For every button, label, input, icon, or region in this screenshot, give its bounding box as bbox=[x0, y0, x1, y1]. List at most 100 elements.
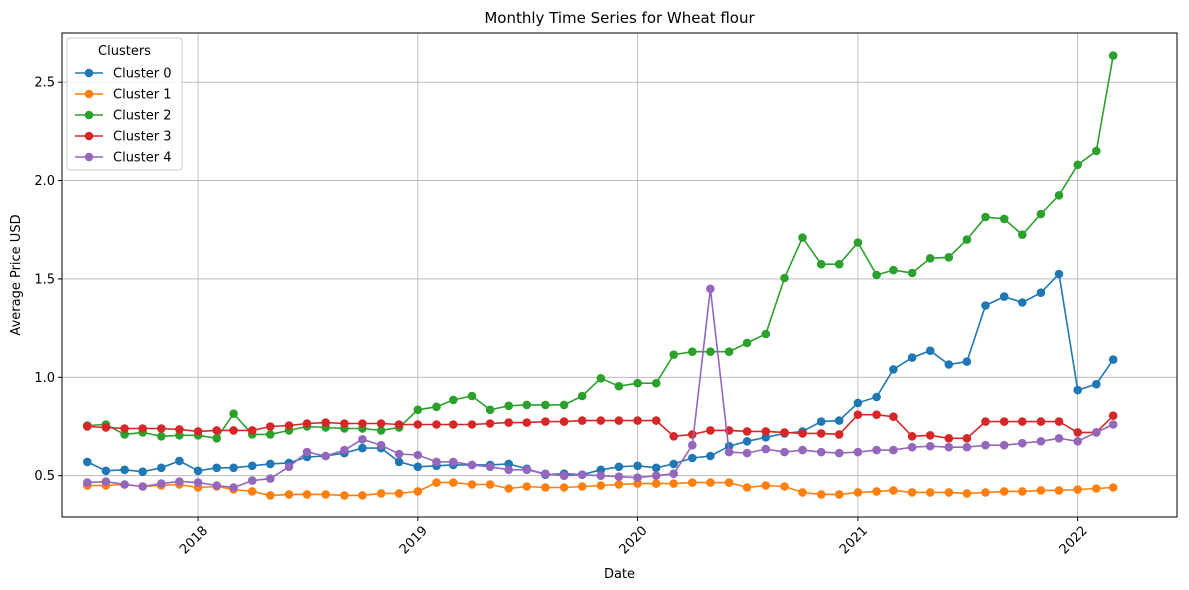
data-point bbox=[1073, 428, 1082, 437]
data-point bbox=[340, 445, 349, 455]
data-point bbox=[651, 471, 661, 481]
data-point bbox=[816, 490, 826, 499]
data-point bbox=[83, 457, 92, 467]
data-point bbox=[212, 434, 221, 443]
data-point bbox=[358, 435, 367, 444]
data-point bbox=[834, 430, 844, 439]
data-point bbox=[193, 466, 203, 476]
data-point bbox=[853, 398, 863, 408]
data-point bbox=[413, 405, 423, 415]
data-point bbox=[742, 338, 752, 348]
data-point bbox=[999, 214, 1009, 224]
data-point bbox=[449, 457, 458, 467]
data-point bbox=[798, 488, 807, 497]
data-point bbox=[742, 448, 752, 458]
data-point bbox=[247, 476, 257, 485]
data-point bbox=[633, 479, 642, 488]
data-point bbox=[925, 253, 935, 263]
data-point bbox=[559, 417, 569, 426]
legend-item: Cluster 4 bbox=[75, 151, 172, 166]
data-point bbox=[706, 347, 715, 357]
data-point bbox=[229, 463, 238, 473]
data-point bbox=[872, 445, 881, 455]
data-point bbox=[247, 461, 257, 471]
data-point bbox=[577, 482, 587, 491]
data-point bbox=[669, 432, 678, 441]
data-point bbox=[413, 420, 423, 429]
data-point bbox=[614, 416, 624, 425]
data-point bbox=[340, 491, 349, 500]
data-point bbox=[834, 416, 844, 425]
data-point bbox=[1018, 487, 1027, 496]
data-point bbox=[798, 445, 807, 455]
data-point bbox=[669, 479, 678, 488]
data-point bbox=[925, 346, 935, 356]
data-point bbox=[559, 483, 569, 492]
legend-label: Cluster 1 bbox=[113, 88, 172, 103]
data-point bbox=[1092, 379, 1101, 389]
data-point bbox=[1108, 355, 1118, 364]
data-point bbox=[432, 457, 441, 467]
data-point bbox=[1073, 437, 1082, 446]
data-point bbox=[962, 442, 972, 452]
data-point bbox=[944, 488, 954, 497]
data-point bbox=[467, 420, 477, 429]
y-tick-label: 0.5 bbox=[34, 469, 55, 484]
data-point bbox=[889, 445, 898, 455]
data-point bbox=[742, 427, 752, 436]
data-point bbox=[962, 434, 972, 443]
data-point bbox=[413, 462, 423, 472]
y-axis: 0.5 1.0 1.5 2.0 2.5 bbox=[34, 76, 62, 484]
data-point bbox=[1108, 411, 1118, 421]
data-point bbox=[1108, 483, 1118, 492]
legend-label: Cluster 0 bbox=[113, 67, 172, 82]
data-point bbox=[742, 437, 752, 446]
data-point bbox=[449, 478, 458, 487]
data-point bbox=[157, 424, 166, 433]
data-point bbox=[651, 463, 661, 473]
legend-marker bbox=[84, 68, 94, 78]
data-point bbox=[889, 412, 898, 422]
data-point bbox=[981, 212, 990, 222]
data-point bbox=[780, 447, 789, 457]
data-point bbox=[614, 480, 624, 489]
data-point bbox=[559, 400, 569, 410]
data-point bbox=[614, 472, 624, 482]
data-point bbox=[633, 461, 642, 471]
data-point bbox=[138, 424, 147, 433]
data-point bbox=[266, 474, 275, 483]
data-point bbox=[302, 419, 312, 428]
data-point bbox=[981, 440, 990, 450]
data-point bbox=[596, 465, 606, 475]
data-point bbox=[853, 238, 863, 247]
data-point bbox=[120, 430, 129, 439]
data-point bbox=[321, 451, 331, 461]
data-point bbox=[157, 479, 166, 488]
data-point bbox=[816, 429, 826, 438]
data-point bbox=[633, 473, 642, 483]
data-point bbox=[925, 431, 935, 440]
data-point bbox=[504, 459, 513, 469]
data-point bbox=[394, 420, 404, 429]
data-point bbox=[596, 416, 606, 425]
data-point bbox=[761, 427, 771, 436]
data-point bbox=[853, 488, 863, 497]
data-point bbox=[907, 353, 917, 362]
data-point bbox=[1018, 438, 1027, 448]
data-point bbox=[1108, 420, 1118, 429]
data-point bbox=[559, 471, 569, 481]
data-point bbox=[872, 270, 881, 280]
data-point bbox=[120, 424, 129, 433]
data-point bbox=[1036, 437, 1046, 446]
data-point bbox=[834, 259, 844, 269]
data-point bbox=[907, 268, 917, 278]
data-point bbox=[541, 417, 550, 426]
legend-marker bbox=[84, 110, 94, 120]
data-point bbox=[321, 418, 331, 427]
data-point bbox=[1036, 417, 1046, 426]
data-point bbox=[376, 426, 386, 435]
data-point bbox=[1018, 417, 1027, 426]
data-point bbox=[340, 419, 349, 428]
data-point bbox=[706, 478, 715, 487]
data-point bbox=[669, 459, 678, 469]
